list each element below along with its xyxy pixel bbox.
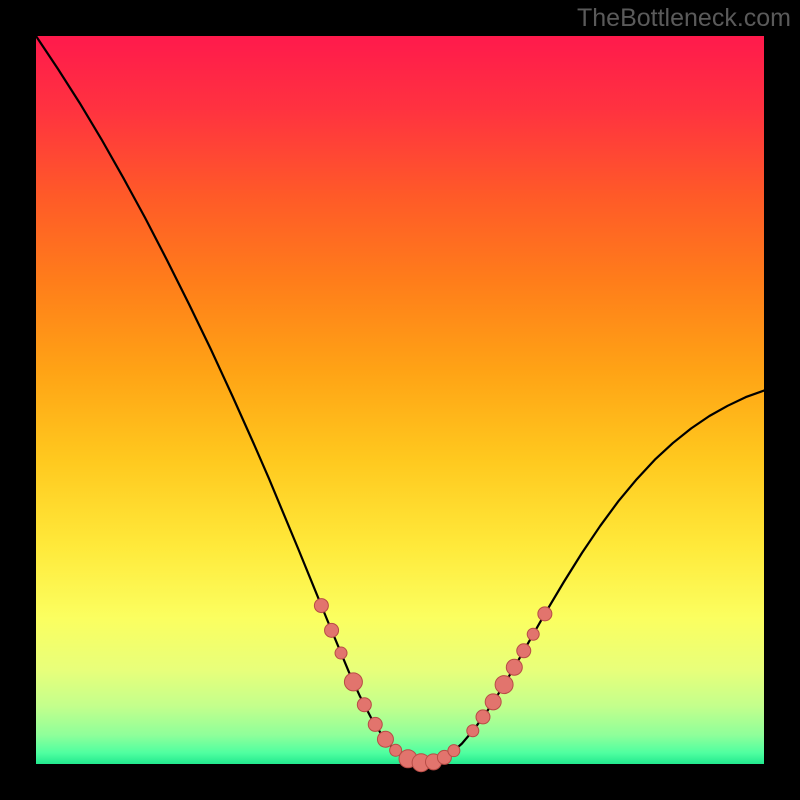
curve-marker <box>506 659 522 675</box>
curve-marker <box>368 717 382 731</box>
curve-marker <box>335 647 347 659</box>
curve-marker <box>527 628 539 640</box>
curve-marker <box>538 607 552 621</box>
plot-svg <box>0 0 800 800</box>
curve-marker <box>377 731 393 747</box>
curve-marker <box>476 710 490 724</box>
curve-marker <box>485 694 501 710</box>
curve-marker <box>448 745 460 757</box>
gradient-background <box>36 36 764 764</box>
watermark-text: TheBottleneck.com <box>577 4 791 33</box>
curve-marker <box>344 673 362 691</box>
curve-marker <box>314 599 328 613</box>
curve-marker <box>325 623 339 637</box>
curve-marker <box>495 676 513 694</box>
curve-marker <box>517 644 531 658</box>
curve-marker <box>357 698 371 712</box>
curve-marker <box>467 725 479 737</box>
